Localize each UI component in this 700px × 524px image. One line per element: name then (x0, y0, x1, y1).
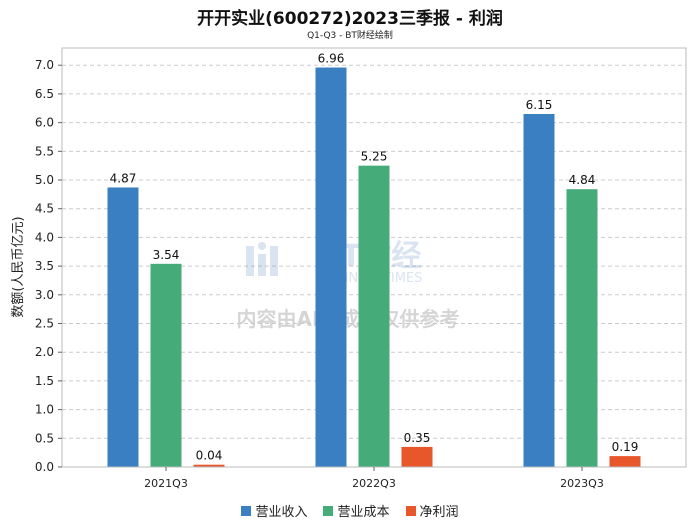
legend-swatch (241, 505, 252, 516)
data-label: 0.04 (196, 449, 223, 463)
data-label: 0.35 (404, 431, 431, 445)
y-tick-label: 1.5 (35, 374, 54, 388)
data-label: 4.84 (569, 173, 596, 187)
y-tick-label: 2.0 (35, 345, 54, 359)
legend-item[interactable]: 净利润 (405, 501, 459, 520)
bar (315, 67, 347, 467)
watermark-notice: 内容由AI生成，仅供参考 (237, 307, 460, 331)
data-label: 6.15 (526, 98, 553, 112)
legend: 营业收入 营业成本 净利润 (0, 501, 700, 520)
y-tick-label: 6.5 (35, 87, 54, 101)
x-tick-label: 2022Q3 (352, 477, 396, 490)
y-tick-label: 4.5 (35, 202, 54, 216)
data-label: 0.19 (612, 440, 639, 454)
x-tick-label: 2021Q3 (144, 477, 188, 490)
y-tick-label: 2.5 (35, 317, 54, 331)
data-label: 4.87 (110, 171, 137, 185)
chart-subtitle: Q1-Q3 - BT财经绘制 (307, 31, 393, 41)
legend-label: 营业成本 (337, 505, 390, 520)
bar-chart: BT财经 BUSINESSTIMES 内容由AI生成，仅供参考 4.873.54… (11, 47, 687, 490)
bars (107, 67, 641, 468)
legend-item[interactable]: 营业收入 (241, 501, 307, 520)
bar (107, 187, 139, 467)
y-tick-label: 4.0 (35, 230, 54, 244)
legend-label: 净利润 (419, 505, 459, 520)
legend-item[interactable]: 营业成本 (323, 501, 390, 520)
watermark-logo-icon (246, 242, 278, 276)
data-label: 5.25 (361, 150, 388, 164)
y-tick-label: 5.5 (35, 144, 54, 158)
bar (358, 165, 390, 468)
y-tick-label: 0.0 (35, 460, 54, 474)
legend-label: 营业收入 (255, 505, 308, 520)
y-axis-label: 数额(人民币亿元) (11, 216, 26, 317)
legend-swatch (405, 505, 416, 516)
bar (566, 189, 598, 467)
y-tick-label: 0.5 (35, 431, 54, 445)
y-tick-label: 1.0 (35, 403, 54, 417)
x-tick-label: 2023Q3 (560, 477, 604, 490)
y-tick-label: 3.0 (35, 288, 54, 302)
y-tick-label: 6.0 (35, 116, 54, 130)
chart-title: 开开实业(600272)2023三季报 - 利润 (197, 9, 503, 29)
bar (150, 263, 182, 467)
data-label: 6.96 (318, 52, 345, 66)
y-tick-label: 5.0 (35, 173, 54, 187)
bar (401, 446, 433, 467)
y-tick-label: 7.0 (35, 58, 54, 72)
bar (193, 464, 225, 467)
data-label: 3.54 (153, 248, 180, 262)
legend-swatch (323, 505, 334, 516)
y-tick-label: 3.5 (35, 259, 54, 273)
bar (609, 456, 641, 467)
bar (523, 114, 555, 468)
axes: 0.0 0.5 1.0 1.5 2.0 2.5 3.0 3.5 4.0 4.5 5.0 5.5 6.0 6… (35, 47, 687, 490)
data-labels: 4.87 3.54 0.04 6.96 5.25 0.35 6.15 4.84 0.19 (110, 52, 639, 463)
